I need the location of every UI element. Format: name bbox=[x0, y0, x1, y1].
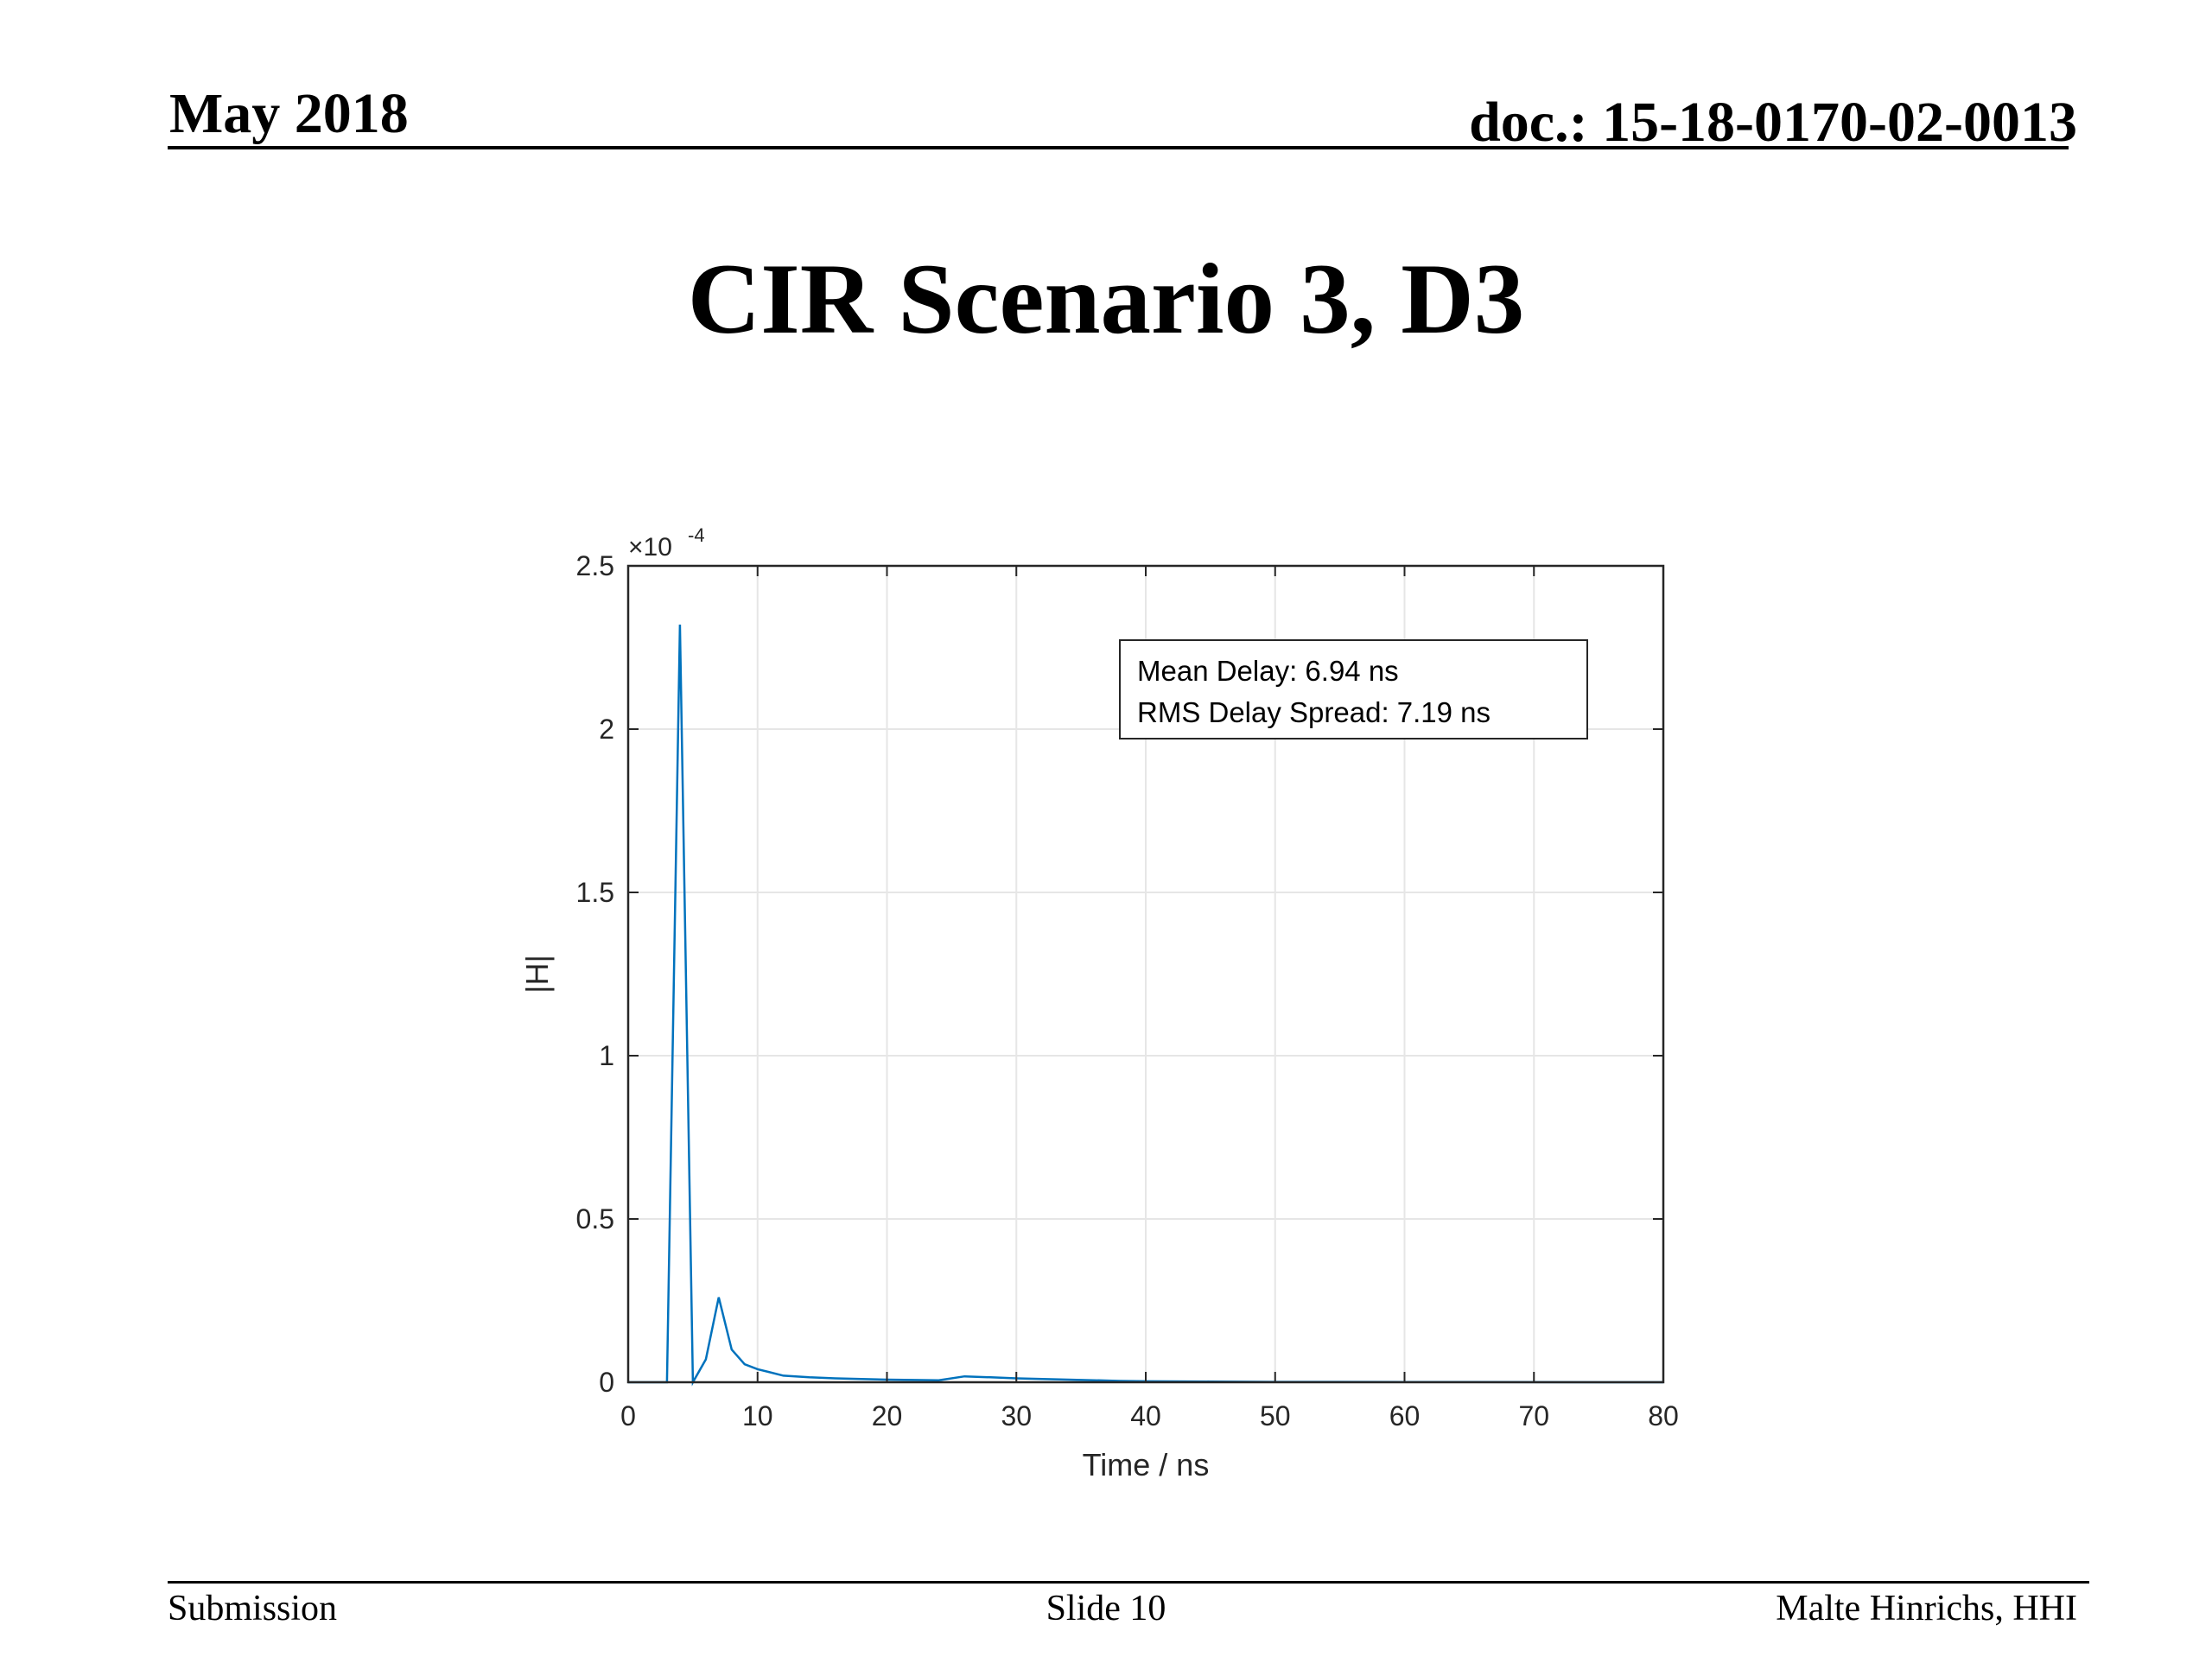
annotation-rms-delay-spread: RMS Delay Spread: 7.19 ns bbox=[1137, 696, 1491, 728]
x-tick-label: 60 bbox=[1389, 1400, 1421, 1431]
annotation-mean-delay: Mean Delay: 6.94 ns bbox=[1137, 655, 1399, 687]
y-tick-label: 0 bbox=[599, 1367, 614, 1398]
stats-annotation-box: Mean Delay: 6.94 ns RMS Delay Spread: 7.… bbox=[1119, 639, 1588, 739]
footer-slide-number: Slide 10 bbox=[1046, 1589, 1166, 1628]
footer-author: Malte Hinrichs, HHI bbox=[1776, 1589, 2077, 1628]
x-tick-label: 40 bbox=[1130, 1400, 1161, 1431]
x-tick-label: 80 bbox=[1648, 1400, 1679, 1431]
y-exponent-power: -4 bbox=[688, 524, 705, 546]
y-tick-label: 1.5 bbox=[576, 877, 614, 908]
x-axis-label: Time / ns bbox=[1083, 1447, 1210, 1482]
y-exponent-label: ×10 -4 bbox=[628, 524, 705, 562]
x-tick-label: 30 bbox=[1001, 1400, 1032, 1431]
y-tick-label: 0.5 bbox=[576, 1203, 614, 1235]
y-tick-label: 1 bbox=[599, 1040, 614, 1071]
x-tick-label: 20 bbox=[872, 1400, 903, 1431]
y-tick-label: 2 bbox=[599, 714, 614, 745]
header-rule bbox=[168, 146, 2069, 149]
y-axis-label: |H| bbox=[519, 955, 555, 993]
header-date: May 2018 bbox=[169, 82, 409, 145]
x-tick-label: 0 bbox=[620, 1400, 636, 1431]
y-exponent-base: ×10 bbox=[628, 533, 672, 562]
slide-title: CIR Scenario 3, D3 bbox=[687, 244, 1525, 355]
annotation-frame bbox=[1119, 639, 1588, 739]
header-doc-id: doc.: 15-18-0170-02-0013 bbox=[1469, 91, 2077, 154]
footer-submission: Submission bbox=[168, 1589, 338, 1628]
x-tick-label: 50 bbox=[1260, 1400, 1291, 1431]
footer-rule bbox=[168, 1581, 2089, 1584]
x-tick-label: 10 bbox=[742, 1400, 773, 1431]
y-tick-label: 2.5 bbox=[576, 550, 614, 581]
x-tick-label: 70 bbox=[1518, 1400, 1549, 1431]
axis-ticks: 0 10 20 30 40 50 60 70 80 0 0.5 1 1.5 2 2.5 bbox=[576, 550, 1679, 1431]
